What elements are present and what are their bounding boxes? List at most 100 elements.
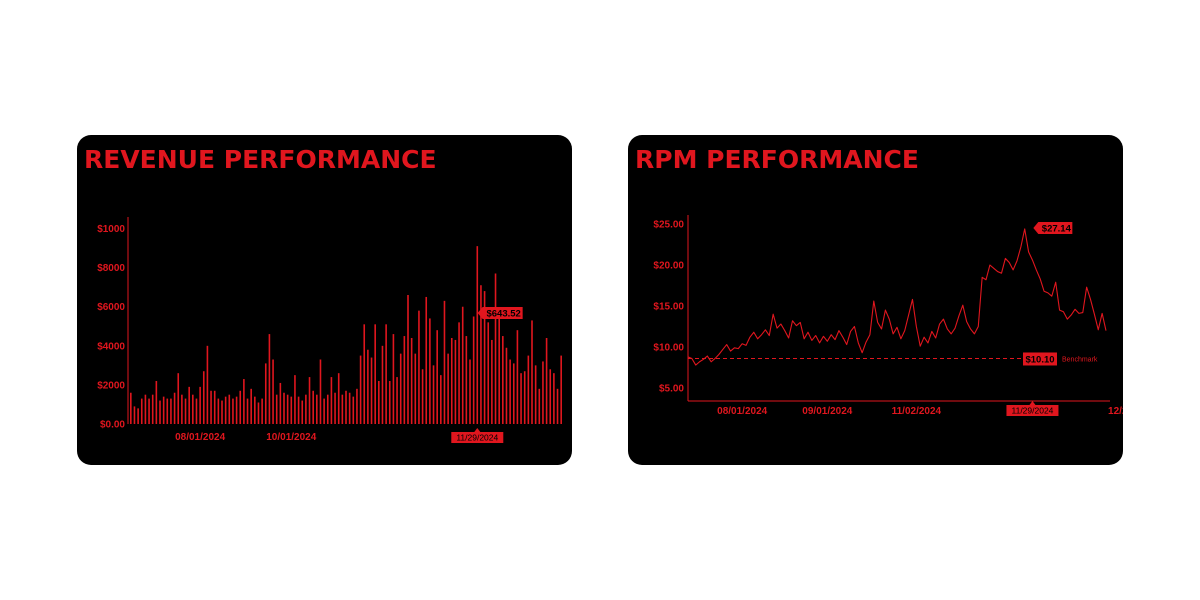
- revenue-bar: [290, 396, 293, 424]
- revenue-bar: [254, 396, 256, 424]
- rpm-y-tick-label: $25.00: [653, 220, 684, 231]
- rpm-benchmark-box: [1023, 352, 1057, 366]
- revenue-y-tick-label: $8000: [97, 263, 125, 274]
- revenue-bar: [199, 386, 201, 424]
- revenue-bar: [181, 394, 183, 424]
- revenue-bar: [407, 295, 409, 424]
- rpm-y-tick-label: $20.00: [653, 261, 684, 272]
- revenue-bar: [553, 373, 555, 424]
- revenue-bar: [388, 381, 391, 424]
- revenue-bar: [359, 355, 362, 424]
- revenue-bar: [465, 336, 468, 424]
- rpm-x-tick-label: 12/29/2024: [1108, 406, 1123, 417]
- rpm-performance-card: $5.00 $10.00 $15.00 $20.00 $25.00 $10.10 Bench…: [628, 135, 1123, 465]
- revenue-bar: [538, 388, 541, 424]
- revenue-callout-label: $643.52: [486, 309, 520, 320]
- revenue-bar: [206, 345, 209, 424]
- revenue-bar: [162, 396, 165, 424]
- revenue-bar: [549, 369, 552, 424]
- revenue-bar: [542, 361, 544, 424]
- revenue-bar: [294, 375, 296, 424]
- revenue-bar: [130, 392, 132, 424]
- revenue-bar: [381, 345, 384, 424]
- rpm-y-tick-label: $10.00: [653, 343, 684, 354]
- revenue-bar: [177, 373, 180, 424]
- revenue-bar: [443, 300, 446, 424]
- revenue-bar: [221, 400, 223, 424]
- revenue-bar: [516, 330, 519, 424]
- revenue-bar: [421, 369, 424, 424]
- revenue-bar: [246, 398, 249, 424]
- revenue-bar: [498, 316, 500, 424]
- revenue-bar: [192, 394, 194, 424]
- revenue-bar: [326, 394, 329, 424]
- revenue-bar: [523, 371, 526, 424]
- revenue-bar: [286, 394, 289, 424]
- revenue-bar: [560, 355, 562, 424]
- rpm-callout-label-box: [1033, 222, 1073, 234]
- rpm-highlight-date-pointer: [1029, 401, 1036, 405]
- revenue-bar: [432, 365, 435, 424]
- revenue-bar: [275, 394, 278, 424]
- revenue-bar: [319, 359, 322, 424]
- revenue-bar: [454, 339, 457, 424]
- rpm-series-line: [687, 228, 1107, 366]
- revenue-bar: [545, 338, 548, 424]
- revenue-bar: [461, 306, 464, 424]
- revenue-bar: [213, 390, 216, 424]
- rpm-benchmark-value: $10.10: [1025, 354, 1054, 365]
- revenue-bar: [348, 392, 351, 424]
- revenue-bar: [505, 347, 508, 424]
- revenue-bar: [337, 373, 340, 424]
- revenue-bar: [228, 394, 231, 424]
- revenue-bar: [155, 381, 158, 424]
- revenue-bar: [385, 324, 387, 424]
- revenue-bar: [483, 291, 486, 424]
- rpm-callout-label: $27.14: [1042, 224, 1072, 235]
- revenue-bar: [312, 390, 314, 424]
- revenue-bar: [217, 398, 220, 424]
- rpm-chart: $5.00 $10.00 $15.00 $20.00 $25.00 $10.10 Bench…: [653, 215, 1123, 417]
- revenue-bar: [243, 379, 245, 424]
- revenue-y-tick-label: $0.00: [100, 420, 125, 431]
- revenue-bar: [447, 353, 449, 424]
- revenue-bar: [494, 273, 497, 424]
- revenue-bar: [239, 390, 242, 424]
- revenue-bar: [323, 398, 325, 424]
- revenue-bar: [392, 334, 395, 424]
- rpm-chart-title: RPM PERFORMANCE: [635, 145, 919, 174]
- revenue-bar: [345, 390, 347, 424]
- revenue-y-tick-label: $2000: [97, 380, 125, 391]
- revenue-bar: [184, 398, 187, 424]
- revenue-bar: [403, 336, 406, 424]
- revenue-bar: [399, 353, 402, 424]
- revenue-bar: [151, 394, 154, 424]
- revenue-bar: [261, 398, 263, 424]
- revenue-bar: [195, 398, 198, 424]
- revenue-bar: [235, 396, 238, 424]
- revenue-bar: [173, 392, 176, 424]
- rpm-x-tick-label: 08/01/2024: [717, 406, 767, 417]
- revenue-bar: [527, 355, 530, 424]
- revenue-bar: [512, 363, 515, 424]
- rpm-benchmark-caption: Benchmark: [1062, 356, 1098, 363]
- revenue-callout-label-box: [477, 307, 523, 319]
- revenue-highlight-date-box: [451, 432, 504, 443]
- revenue-y-tick-label: $6000: [97, 302, 125, 313]
- revenue-bar: [367, 349, 369, 424]
- revenue-bar: [316, 394, 318, 424]
- revenue-bar: [308, 377, 311, 424]
- revenue-chart: $0.00 $2000 $4000 $6000 $8000 $1000 08/01/2024…: [97, 217, 562, 443]
- revenue-bar: [556, 388, 559, 424]
- revenue-bar: [133, 406, 136, 424]
- revenue-bar: [202, 371, 205, 424]
- revenue-bar: [534, 365, 537, 424]
- revenue-bar: [188, 386, 190, 424]
- rpm-x-tick-label: 11/02/2024: [892, 406, 942, 417]
- revenue-bar: [210, 390, 212, 424]
- revenue-bar: [491, 339, 493, 424]
- revenue-bar: [502, 336, 504, 424]
- revenue-bar: [159, 400, 161, 424]
- revenue-bar: [137, 408, 139, 424]
- revenue-bar: [374, 324, 376, 424]
